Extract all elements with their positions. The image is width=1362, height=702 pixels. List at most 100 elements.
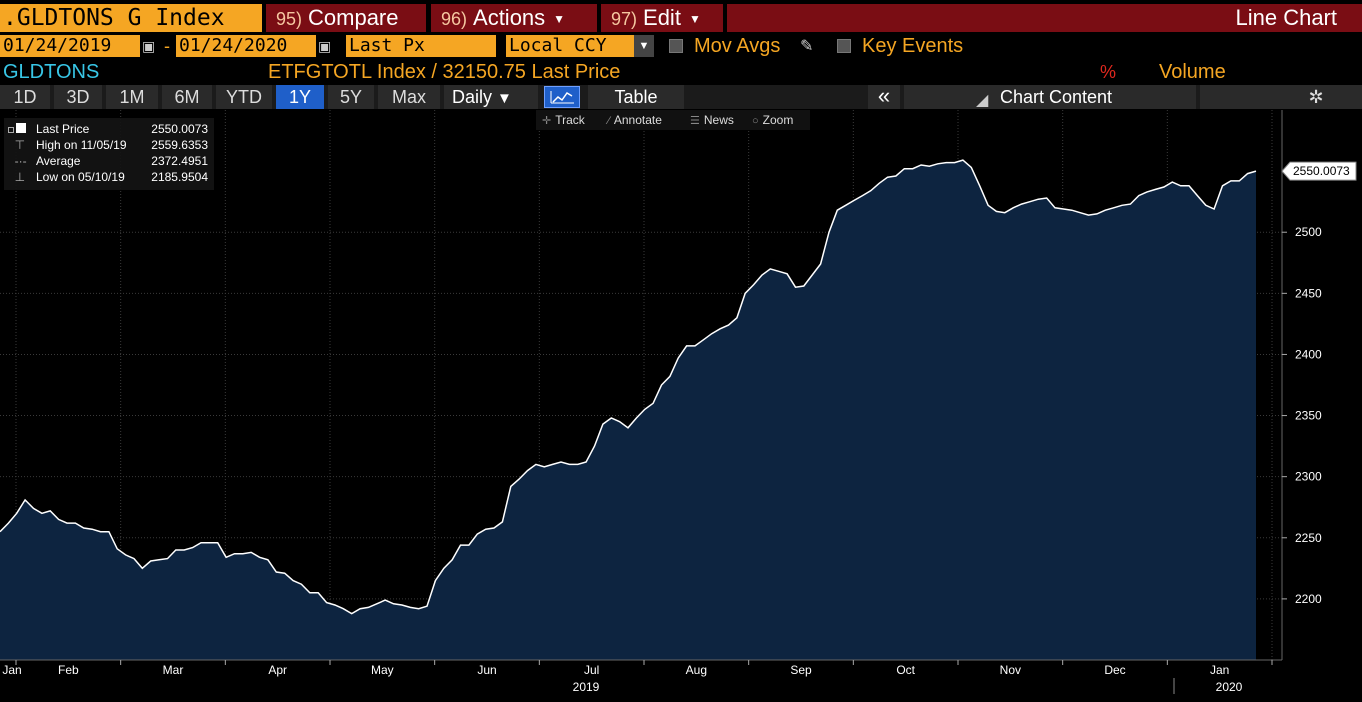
y-axis: 2200 2250 2300 2350 2400 2450 2500: [1281, 110, 1322, 660]
x-tick-label: Oct: [896, 663, 915, 677]
legend-name: Low on 05/10/19: [36, 170, 125, 184]
x-tick-label: Mar: [163, 663, 184, 677]
x-tick-label: Sep: [790, 663, 812, 677]
compare-label: Compare: [308, 5, 399, 30]
chevron-down-icon: ▼: [553, 12, 566, 27]
legend-name: Average: [36, 154, 81, 168]
low-marker-icon: ⊥: [8, 170, 26, 184]
chart-legend: Last Price 2550.0073 ⊤ High on 11/05/19 …: [4, 118, 214, 190]
end-date-field[interactable]: 01/24/2020: [176, 35, 316, 57]
ticker-field[interactable]: .GLDTONS G Index: [0, 4, 262, 32]
compare-button[interactable]: 95) Compare: [266, 4, 426, 32]
x-tick-label: Nov: [1000, 663, 1021, 677]
legend-row: Last Price 2550.0073: [4, 121, 214, 137]
x-axis: Jan Feb Mar Apr May Jun Jul Aug Sep Oct Nov Dec Jan 2…: [0, 659, 1282, 694]
period-ytd-button[interactable]: YTD: [216, 85, 272, 109]
x-tick-label: Dec: [1104, 663, 1125, 677]
year-label: 2020: [1216, 680, 1243, 694]
track-label: Track: [555, 113, 585, 127]
x-tick-label: Jun: [477, 663, 496, 677]
y-tick-label: 2200: [1295, 592, 1322, 606]
x-tick-label: Jul: [584, 663, 599, 677]
actions-label: Actions: [473, 5, 546, 30]
view-title: Line Chart: [1235, 5, 1337, 30]
crosshair-icon: ✛: [542, 115, 552, 127]
x-tick-label: Feb: [58, 663, 79, 677]
actions-number: 96): [441, 9, 468, 29]
last-price-value: 2550.0073: [1293, 164, 1350, 178]
pencil-icon[interactable]: ✎: [800, 38, 814, 55]
actions-button[interactable]: 96) Actions ▼: [431, 4, 597, 32]
period-1y-button[interactable]: 1Y: [276, 85, 324, 109]
start-date-field[interactable]: 01/24/2019: [0, 35, 140, 57]
y-tick-label: 2500: [1295, 225, 1322, 239]
gear-icon[interactable]: ✲: [1200, 85, 1362, 109]
chart-content-button[interactable]: ◢ Chart Content: [904, 85, 1196, 109]
high-marker-icon: ⊤: [8, 138, 26, 152]
double-chevron-left-icon[interactable]: «: [868, 85, 900, 109]
y-tick-label: 2350: [1295, 409, 1322, 423]
annotate-icon: ∕: [608, 115, 610, 127]
legend-row: ⊤ High on 11/05/19 2559.6353: [4, 137, 214, 153]
security-description: ETFGTOTL Index / 32150.75 Last Price: [268, 61, 621, 83]
volume-label[interactable]: Volume: [1159, 61, 1226, 83]
y-tick-label: 2400: [1295, 347, 1322, 361]
y-tick-label: 2300: [1295, 470, 1322, 484]
news-label: News: [703, 113, 734, 127]
period-1d-button[interactable]: 1D: [0, 85, 50, 109]
key-events-label[interactable]: Key Events: [862, 35, 964, 57]
annotate-label: Annotate: [613, 113, 662, 127]
calendar-icon[interactable]: ▣: [318, 38, 332, 54]
calendar-icon[interactable]: ▣: [142, 38, 156, 54]
zoom-label: Zoom: [762, 113, 794, 127]
price-area: [0, 160, 1256, 660]
x-tick-label: Apr: [268, 663, 287, 677]
legend-row: ⊥ Low on 05/10/19 2185.9504: [4, 169, 214, 185]
chevron-down-icon: ▼: [497, 90, 512, 107]
search-icon: ○: [752, 115, 759, 127]
annotate-tool[interactable]: ∕ Annotate: [608, 110, 662, 130]
mov-avgs-label[interactable]: Mov Avgs: [694, 35, 781, 57]
view-title-bar: Line Chart: [727, 4, 1362, 32]
mov-avgs-checkbox[interactable]: [669, 39, 683, 53]
edit-button[interactable]: 97) Edit ▼: [601, 4, 723, 32]
year-label: 2019: [573, 680, 600, 694]
legend-value: 2372.4951: [151, 154, 208, 168]
last-price-marker: 2550.0073: [1281, 161, 1357, 181]
security-name: GLDTONS: [3, 61, 100, 83]
chart-content-label: Chart Content: [1000, 87, 1113, 107]
legend-value: 2550.0073: [151, 122, 208, 136]
compare-number: 95): [276, 9, 303, 29]
legend-value: 2559.6353: [151, 138, 208, 152]
security-row: GLDTONS ETFGTOTL Index / 32150.75 Last P…: [0, 61, 1362, 83]
average-line-icon: -·-: [8, 154, 27, 168]
period-3d-button[interactable]: 3D: [54, 85, 102, 109]
percent-toggle[interactable]: %: [1100, 62, 1117, 82]
last-price-box: [1281, 161, 1357, 181]
frequency-label: Daily: [452, 87, 493, 107]
price-line: [0, 159, 1257, 615]
chart-content-icon: ◢: [976, 92, 989, 109]
legend-name: High on 11/05/19: [36, 138, 127, 152]
period-6m-button[interactable]: 6M: [162, 85, 212, 109]
frequency-select[interactable]: Daily ▼: [444, 85, 538, 109]
y-tick-label: 2450: [1295, 286, 1322, 300]
period-max-button[interactable]: Max: [378, 85, 440, 109]
key-events-checkbox[interactable]: [837, 39, 851, 53]
edit-label: Edit: [643, 5, 681, 30]
zoom-tool[interactable]: ○ Zoom: [752, 110, 793, 130]
period-1m-button[interactable]: 1M: [106, 85, 158, 109]
edit-number: 97): [611, 9, 638, 29]
table-button[interactable]: Table: [588, 85, 684, 109]
chevron-down-icon[interactable]: ▼: [634, 35, 654, 57]
controls-row: 01/24/2019 ▣ - 01/24/2020 ▣ Last Px Loca…: [0, 35, 1362, 59]
news-tool[interactable]: ☰ News: [690, 110, 734, 130]
period-5y-button[interactable]: 5Y: [328, 85, 374, 109]
line-chart-button[interactable]: [544, 86, 580, 108]
chart-tools: ✛ Track ∕ Annotate ☰ News ○ Zoom: [536, 110, 810, 130]
track-tool[interactable]: ✛ Track: [542, 110, 585, 130]
field-select[interactable]: Last Px: [346, 35, 496, 57]
currency-select[interactable]: Local CCY: [506, 35, 634, 57]
line-chart-icon: [550, 91, 574, 104]
